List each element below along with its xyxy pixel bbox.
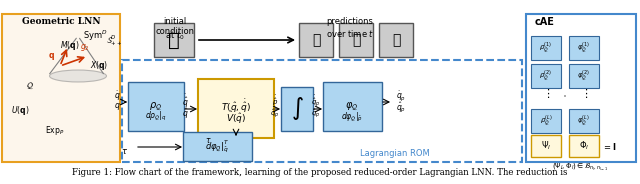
Text: $q$: $q$ [115,102,121,112]
Text: $\tau$: $\tau$ [121,146,128,155]
Text: at $t_0$: at $t_0$ [165,29,185,42]
FancyBboxPatch shape [569,36,599,60]
Text: $\mathrm{Exp}_P$: $\mathrm{Exp}_P$ [45,124,65,137]
Text: $d\varphi_\mathcal{Q}|_{\hat{q}}^T$: $d\varphi_\mathcal{Q}|_{\hat{q}}^T$ [205,139,229,155]
FancyBboxPatch shape [2,14,120,162]
Text: 🔷: 🔷 [392,33,400,47]
Text: $(\Psi_l, \Phi_l) \in \mathcal{B}_{n_l, n_{l-1}}$: $(\Psi_l, \Phi_l) \in \mathcal{B}_{n_l, … [552,162,608,173]
Text: $\vdots$: $\vdots$ [542,88,550,100]
Text: $\mathcal{Q}$: $\mathcal{Q}$ [26,81,34,91]
FancyBboxPatch shape [299,23,333,57]
Text: Figure 1: Flow chart of the framework, learning of the proposed reduced-order La: Figure 1: Flow chart of the framework, l… [72,168,568,177]
Text: $\dot{q}_p$: $\dot{q}_p$ [396,89,406,103]
Text: $\dot{q}$: $\dot{q}$ [115,89,121,103]
FancyBboxPatch shape [154,23,194,57]
FancyBboxPatch shape [531,135,561,157]
Text: $T(\hat{q}, \dot{\hat{q}})$: $T(\hat{q}, \dot{\hat{q}})$ [221,97,251,115]
FancyBboxPatch shape [198,79,274,138]
Text: $\varphi_\mathcal{Q}^{(1)}$: $\varphi_\mathcal{Q}^{(1)}$ [577,41,591,55]
FancyBboxPatch shape [281,87,313,131]
FancyBboxPatch shape [531,64,561,88]
Text: $\hat{q}_p$: $\hat{q}_p$ [270,108,280,121]
Text: $\hat{q}_p$: $\hat{q}_p$ [311,108,321,121]
Text: $\hat{q}$: $\hat{q}$ [182,107,188,121]
Text: 🔷: 🔷 [168,31,180,49]
Text: $\rho_\mathcal{Q}^{(2)}$: $\rho_\mathcal{Q}^{(2)}$ [540,69,552,83]
FancyBboxPatch shape [339,23,373,57]
Text: $\varphi_\mathcal{Q}^{(2)}$: $\varphi_\mathcal{Q}^{(2)}$ [577,69,591,83]
Text: $\mathrm{Sym}^D$: $\mathrm{Sym}^D$ [83,29,108,43]
Text: 🔷: 🔷 [312,33,320,47]
Text: $\varphi_\mathcal{Q}$: $\varphi_\mathcal{Q}$ [346,101,358,113]
Text: Lagrangian ROM: Lagrangian ROM [360,149,430,158]
FancyBboxPatch shape [128,82,184,131]
Text: $\hat{V}(\hat{q})$: $\hat{V}(\hat{q})$ [226,110,246,126]
Text: $\varphi_\mathcal{Q}^{(L)}$: $\varphi_\mathcal{Q}^{(L)}$ [577,114,591,128]
FancyBboxPatch shape [569,135,599,157]
Text: $\dot{\hat{q}}_p$: $\dot{\hat{q}}_p$ [311,93,321,109]
Text: $= \mathbf{I}$: $= \mathbf{I}$ [602,141,616,151]
FancyBboxPatch shape [323,82,382,131]
Text: $\Psi_l$: $\Psi_l$ [541,140,551,152]
Text: $\int$: $\int$ [291,95,303,123]
Text: $\rho_\mathcal{Q}^{(1)}$: $\rho_\mathcal{Q}^{(1)}$ [540,41,552,55]
Text: initial
condition: initial condition [156,17,195,36]
Text: $\rho_\mathcal{Q}$: $\rho_\mathcal{Q}$ [150,101,163,113]
Text: $\mathcal{S}^D_{++}$: $\mathcal{S}^D_{++}$ [106,33,122,48]
FancyBboxPatch shape [569,109,599,133]
FancyBboxPatch shape [531,36,561,60]
Text: Geometric LNN: Geometric LNN [22,17,100,26]
FancyBboxPatch shape [379,23,413,57]
Text: cAE: cAE [535,17,555,27]
Text: $M(\mathbf{q})$: $M(\mathbf{q})$ [60,39,79,52]
Text: $\rho_\mathcal{Q}^{(L)}$: $\rho_\mathcal{Q}^{(L)}$ [540,114,552,128]
Text: $X(\mathbf{q})$: $X(\mathbf{q})$ [90,59,108,72]
Text: $\dot{\hat{p}}$: $\dot{\hat{p}}$ [272,94,278,108]
Text: $g_2$: $g_2$ [80,42,90,53]
Text: $\dot{\hat{q}}$: $\dot{\hat{q}}$ [182,92,188,110]
Text: $\vdots$: $\vdots$ [580,88,588,100]
Text: $\tau$: $\tau$ [205,136,211,145]
Text: $\mathbf{q}$: $\mathbf{q}$ [48,50,55,61]
Text: $d\rho_\mathcal{Q}|_q$: $d\rho_\mathcal{Q}|_q$ [145,109,167,123]
FancyBboxPatch shape [183,132,252,161]
Text: $\Phi_l$: $\Phi_l$ [579,140,589,152]
Text: predictions
over time $t$: predictions over time $t$ [326,17,374,39]
FancyBboxPatch shape [569,64,599,88]
Text: $U(\mathbf{q})$: $U(\mathbf{q})$ [11,104,29,117]
Text: $d\varphi_\mathcal{Q}|_{\hat{p}}$: $d\varphi_\mathcal{Q}|_{\hat{p}}$ [341,110,363,123]
Text: 🔷: 🔷 [352,33,360,47]
FancyBboxPatch shape [531,109,561,133]
Ellipse shape [49,70,106,82]
Text: $\hat{q}_p$: $\hat{q}_p$ [396,101,406,115]
